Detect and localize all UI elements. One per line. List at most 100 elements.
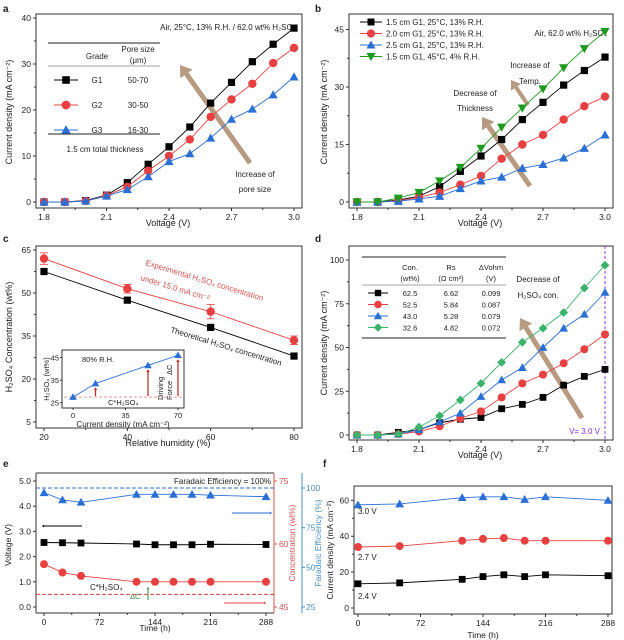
y-tick-label: 30: [22, 59, 32, 69]
x-tick-label: 2.7: [537, 212, 549, 222]
table-cell: G2: [92, 101, 103, 110]
x-tick-label: 2.1: [101, 212, 113, 222]
data-point: [538, 130, 548, 140]
data-point: [81, 196, 91, 205]
data-point: [603, 495, 613, 504]
data-point: [39, 488, 49, 497]
x-tick-label: 1.8: [38, 212, 50, 222]
inset-point: [174, 351, 182, 359]
data-point: [268, 58, 278, 68]
table-header: Con.: [402, 263, 418, 272]
data-point: [289, 336, 299, 345]
x-tick-label: 2.4: [475, 444, 487, 454]
data-point: [498, 135, 506, 144]
series-line: [357, 496, 609, 506]
data-point: [497, 123, 507, 132]
data-point: [517, 163, 527, 172]
y-right1-tick-label: 60: [279, 539, 289, 549]
x-tick-label: 3.0: [288, 212, 300, 222]
series-label: 2.4 V: [358, 592, 377, 601]
data-point: [269, 40, 277, 48]
data-point: [500, 571, 508, 579]
data-point: [101, 191, 112, 200]
x-tick-label: 3.0: [599, 212, 611, 222]
inset-y-tick-label: 25: [51, 399, 59, 408]
data-point: [539, 98, 547, 106]
data-point: [559, 323, 569, 332]
data-point: [518, 115, 526, 124]
inset-y-label: H₂SO₄ (wt%): [42, 357, 51, 401]
data-point: [435, 417, 445, 426]
table-cell: 6.62: [444, 289, 459, 298]
data-point: [600, 92, 610, 101]
data-point: [455, 163, 465, 173]
inset-title: 80% R.H.: [82, 355, 114, 364]
x-tick-label: 216: [203, 617, 217, 627]
data-point: [601, 330, 609, 339]
data-point: [207, 323, 215, 331]
data-point: [559, 64, 569, 73]
legend-marker: [366, 29, 376, 38]
table-footer: 1.5 cm total thickness: [67, 145, 144, 154]
table-cell: 5.28: [444, 312, 459, 321]
y-axis-label: Current density (mA cm⁻²): [319, 291, 329, 396]
data-point: [151, 541, 159, 549]
panel-letter: a: [3, 4, 9, 15]
data-point: [39, 254, 49, 263]
panel-letter: e: [3, 459, 9, 470]
data-point: [151, 577, 159, 586]
y-right2-tick-label: 100: [306, 483, 320, 493]
panel-a: a 1.8 2.1 2.4 2.7 3.0 0 10 20 30 40 Voltage (V) Curr…: [3, 4, 303, 228]
data-point: [520, 536, 529, 545]
x-tick-label: 288: [259, 617, 273, 627]
legend-marker: [373, 311, 383, 320]
inset-label-deltac: ΔC: [165, 364, 174, 375]
y-tick-label: 1.0: [19, 577, 31, 587]
data-point: [40, 267, 48, 276]
y-axis-label-right2: Faradaic Efficiency (%): [313, 499, 323, 586]
data-point: [185, 149, 195, 158]
arrow-label: Temp.: [519, 77, 541, 86]
legend-marker: [373, 323, 383, 332]
data-point: [542, 571, 549, 579]
y-tick-label: 15: [335, 140, 345, 150]
data-point: [227, 95, 236, 104]
data-point: [373, 430, 383, 440]
plot-frame: [353, 485, 613, 615]
table-header: Grade: [86, 52, 109, 61]
table-header: (wt%): [400, 274, 420, 283]
data-point: [77, 571, 85, 580]
data-point: [206, 577, 215, 586]
y-tick-label: 0: [339, 197, 344, 207]
label-cstar: C*H₂SO₄: [90, 583, 123, 592]
y-tick-label: 20: [22, 374, 32, 384]
x-tick-label: 2.4: [475, 212, 487, 222]
data-point: [479, 573, 487, 581]
y-tick-label: 0: [26, 197, 31, 207]
data-point: [414, 422, 424, 432]
data-point: [206, 133, 216, 142]
data-point: [133, 540, 140, 548]
y-axis-label: Current density (mA cm⁻²): [319, 60, 329, 165]
table-cell: G3: [92, 126, 103, 135]
data-point: [476, 176, 486, 185]
axis-arrow-voltage-head: [42, 524, 45, 528]
data-point: [353, 500, 363, 509]
y-tick-label: 5: [26, 417, 31, 427]
data-point: [40, 560, 48, 569]
table-header: (μm): [130, 56, 147, 65]
inset-x-label: Current density (mA cm⁻²): [76, 420, 169, 429]
panel-c: c 20 40 60 80 5 20 35 50 65 Relative humidity (%) H…: [3, 234, 303, 448]
y-tick-label: 75: [335, 299, 345, 309]
data-point: [538, 323, 548, 333]
data-point: [498, 405, 506, 413]
deltac-arrow-head: [146, 587, 150, 590]
data-point: [518, 140, 527, 149]
arrow-label: H₂SO₄ con.: [517, 291, 558, 300]
data-point: [268, 90, 278, 99]
y-tick-label: 20: [22, 105, 32, 115]
axis-arrow-concentration-head: [263, 601, 266, 605]
y-axis-label-right1: Concentration (wt%): [287, 504, 297, 581]
data-point: [188, 541, 196, 549]
y-right2-tick-label: 50: [306, 562, 316, 572]
